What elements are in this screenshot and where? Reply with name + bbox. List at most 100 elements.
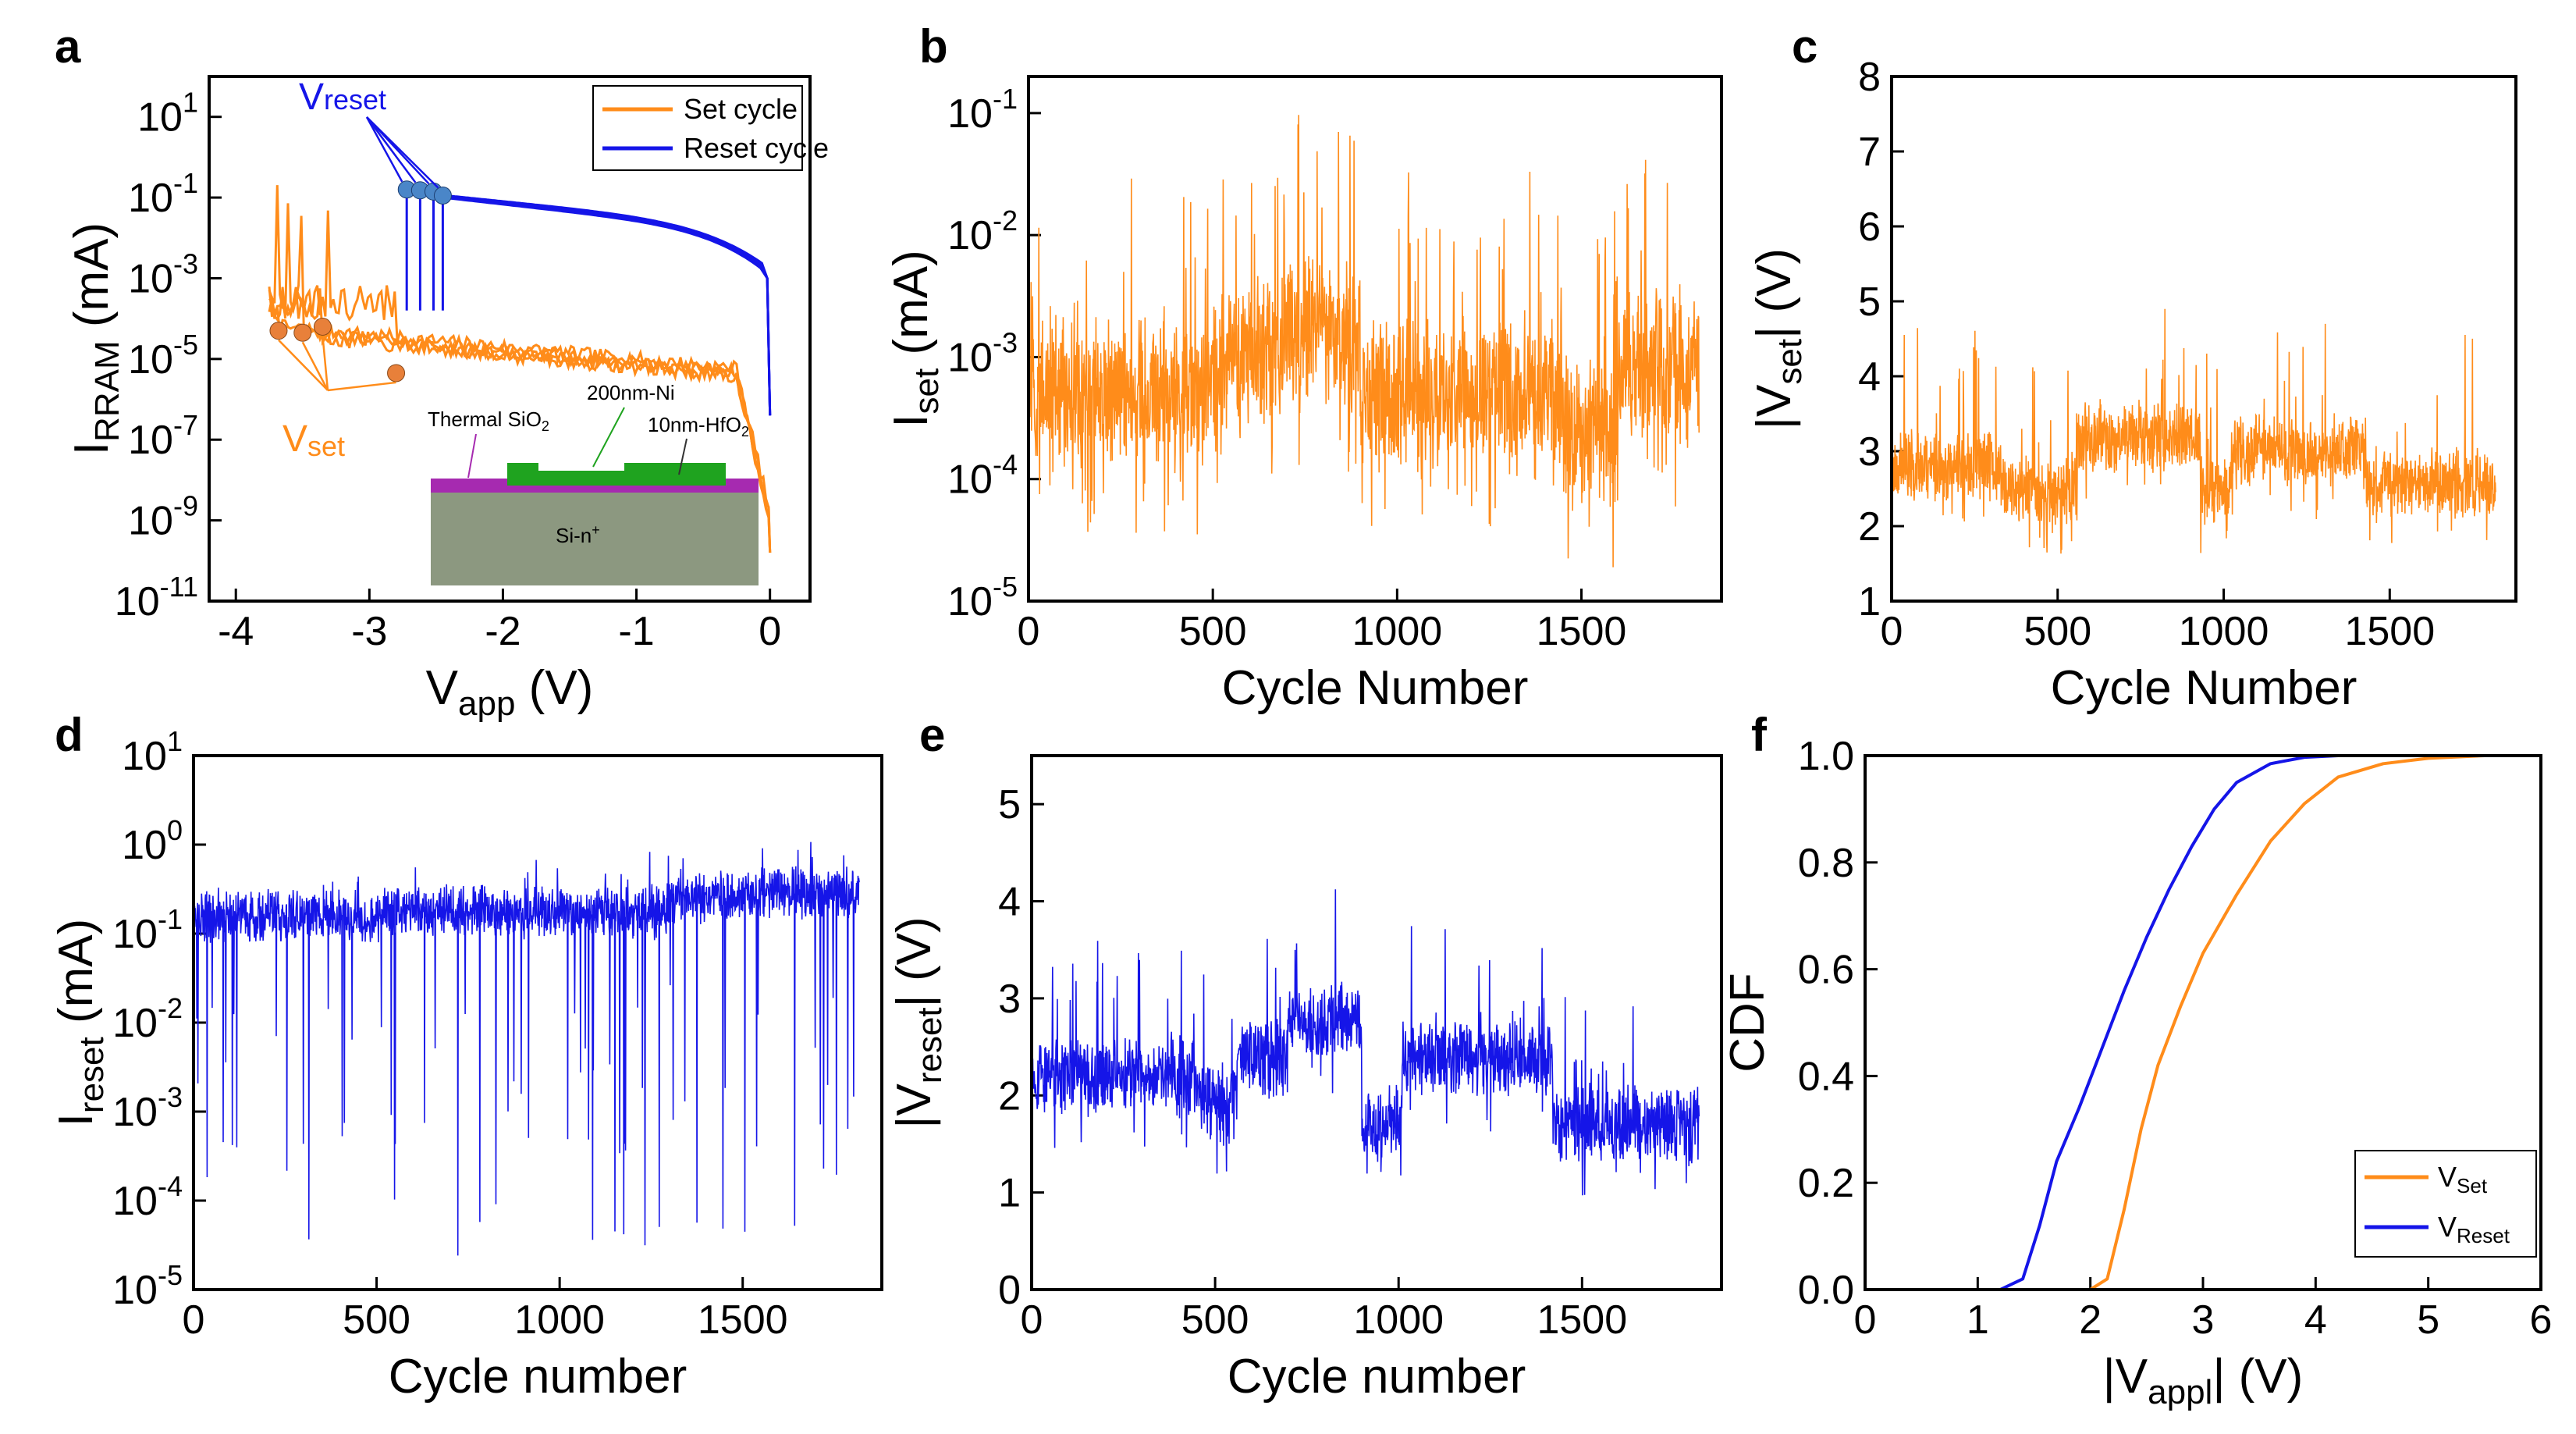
panel-b-xtick-label: 500 bbox=[1179, 609, 1247, 654]
panel-b-xtick-label: 0 bbox=[1018, 609, 1040, 654]
panel-f-label: f bbox=[1751, 709, 1768, 761]
panel-a-legend: Set cycle Reset cycle bbox=[592, 85, 829, 171]
panel-a-ytick-label: 10-9 bbox=[128, 490, 198, 544]
panel-e-ytick-label: 5 bbox=[998, 782, 1021, 827]
panel-d-yaxis-label: Ireset (mA) bbox=[49, 919, 111, 1127]
panel-d-label: d bbox=[55, 709, 83, 761]
vreset-arrow bbox=[365, 116, 417, 183]
inset-ni-pointer bbox=[592, 407, 625, 468]
panel-e-xtick-label: 0 bbox=[1021, 1297, 1043, 1343]
panel-b-ytick-label: 10-2 bbox=[947, 205, 1018, 258]
panel-a-ytick-label: 10-3 bbox=[128, 247, 198, 301]
panel-c-ytick-label: 6 bbox=[1858, 205, 1881, 250]
panel-d-xtick-label: 0 bbox=[183, 1297, 205, 1343]
panel-d-series-line bbox=[194, 842, 861, 1256]
panel-d-frame bbox=[192, 754, 883, 1291]
panel-e-ytick-label: 4 bbox=[998, 880, 1021, 925]
panel-f-xtick-label: 3 bbox=[2192, 1297, 2215, 1343]
vreset-arrow bbox=[365, 116, 403, 183]
panel-c-xtick-label: 1500 bbox=[2344, 609, 2435, 654]
vset-arrow bbox=[301, 341, 329, 391]
inset-si-substrate bbox=[431, 492, 759, 585]
legend-set-label: Set cycle bbox=[684, 93, 798, 125]
vreset-marker bbox=[433, 186, 452, 205]
panel-e-ytick-label: 2 bbox=[998, 1073, 1021, 1119]
panel-f-ytick-label: 0.0 bbox=[1798, 1268, 1854, 1313]
vset-marker bbox=[313, 317, 332, 336]
cdf-curve-set bbox=[2034, 754, 2541, 1291]
panel-d-ytick-label: 10-3 bbox=[112, 1081, 183, 1135]
panel-b-xtick-label: 1500 bbox=[1537, 609, 1627, 654]
panel-a-ytick-label: 10-1 bbox=[128, 167, 198, 221]
cdf-legend-set-label: VSet bbox=[2438, 1161, 2488, 1197]
panel-f-xaxis-label: |Vappl| (V) bbox=[2103, 1350, 2304, 1411]
panel-a-ytick-label: 10-5 bbox=[128, 329, 198, 383]
panel-a-xtick-label: -1 bbox=[618, 609, 654, 654]
cdf-curve-reset bbox=[1955, 754, 2541, 1291]
panel-e-frame bbox=[1030, 754, 1723, 1291]
panel-f-ytick-label: 0.4 bbox=[1798, 1054, 1854, 1099]
panel-f-ytick-label: 0.6 bbox=[1798, 948, 1854, 993]
panel-c-xaxis-label: Cycle Number bbox=[2051, 661, 2357, 715]
panel-a-label: a bbox=[55, 20, 81, 73]
panel-d-ytick-label: 10-2 bbox=[112, 992, 183, 1046]
inset-sio2-pointer bbox=[467, 433, 477, 479]
panel-f-xtick-label: 4 bbox=[2304, 1297, 2327, 1343]
panel-a-ytick-label: 101 bbox=[137, 87, 198, 141]
panel-f-xtick-label: 5 bbox=[2417, 1297, 2439, 1343]
panel-f-ytick-label: 0.2 bbox=[1798, 1161, 1854, 1206]
vreset-annotation: Vreset bbox=[299, 77, 386, 118]
panel-d-ytick-label: 10-4 bbox=[112, 1170, 183, 1224]
vset-annotation: Vset bbox=[282, 418, 345, 462]
panel-e: e 0 500 1000 1500 0 1 2 3 4 5 Cycle number |Vreset|… bbox=[887, 709, 1723, 1404]
inset-hfo2-label: 10nm-HfO2 bbox=[648, 413, 749, 439]
inset-sio2-label: Thermal SiO2 bbox=[428, 407, 549, 434]
device-inset: Thermal SiO2 200nm-Ni 10nm-HfO2 Si-n+ bbox=[428, 381, 759, 585]
vset-arrow bbox=[322, 336, 329, 391]
panel-b-ytick-label: 10-4 bbox=[947, 449, 1018, 503]
panel-d-ytick-label: 101 bbox=[122, 725, 183, 779]
panel-e-xtick-label: 500 bbox=[1181, 1297, 1249, 1343]
panel-c-ytick-label: 5 bbox=[1858, 279, 1881, 325]
panel-a-yaxis-label: IRRAM (mA) bbox=[65, 222, 126, 455]
vset-marker bbox=[269, 322, 288, 340]
panel-f-legend: VSet VReset bbox=[2354, 1150, 2537, 1258]
panel-b-ytick-label: 10-1 bbox=[947, 83, 1018, 137]
panel-b-yaxis-label: Iset (mA) bbox=[884, 250, 946, 427]
panel-c-ytick-label: 2 bbox=[1858, 504, 1881, 550]
panel-c-ytick-label: 7 bbox=[1858, 130, 1881, 175]
panel-c-ytick-label: 8 bbox=[1858, 55, 1881, 100]
panel-f-ytick-label: 0.8 bbox=[1798, 841, 1854, 886]
panel-b-label: b bbox=[919, 20, 948, 73]
inset-hfo2-pointer bbox=[678, 438, 688, 475]
panel-a-xtick-label: 0 bbox=[759, 609, 781, 654]
cdf-legend-reset-label: VReset bbox=[2438, 1211, 2510, 1247]
panel-b-xtick-label: 1000 bbox=[1352, 609, 1442, 654]
panel-c-ytick-label: 4 bbox=[1858, 354, 1881, 400]
panel-c-yaxis-label: |Vset| (V) bbox=[1747, 248, 1809, 429]
vset-marker bbox=[387, 364, 406, 383]
panel-a: a -4 -3 -2 -1 0 10-11 10-9 10-7 10-5 10-3 10-1 101 V… bbox=[55, 20, 829, 723]
panel-c-xtick-label: 0 bbox=[1881, 609, 1903, 654]
panel-a-xtick-label: -2 bbox=[485, 609, 521, 654]
panel-f-frame bbox=[1864, 754, 2542, 1291]
panel-e-yaxis-label: |Vreset| (V) bbox=[887, 916, 949, 1128]
panel-a-xtick-label: -3 bbox=[351, 609, 387, 654]
legend-reset-label: Reset cycle bbox=[684, 132, 829, 164]
panel-d-xtick-label: 1500 bbox=[698, 1297, 788, 1343]
panel-e-xtick-label: 1500 bbox=[1537, 1297, 1627, 1343]
panel-c-xtick-label: 1000 bbox=[2179, 609, 2269, 654]
panel-a-ytick-label: 10-7 bbox=[128, 409, 198, 463]
vreset-arrow bbox=[366, 116, 439, 189]
vset-marker bbox=[293, 323, 312, 342]
panel-c-series-line bbox=[1892, 308, 2496, 554]
panel-c-ytick-label: 3 bbox=[1858, 429, 1881, 475]
panel-a-ytick-label: 10-11 bbox=[115, 571, 198, 624]
legend-box bbox=[592, 85, 803, 171]
panel-a-xtick-label: -4 bbox=[218, 609, 254, 654]
panel-a-frame bbox=[208, 75, 812, 603]
panel-b-series-line bbox=[1029, 115, 1700, 568]
panel-e-xtick-label: 1000 bbox=[1353, 1297, 1444, 1343]
panel-a-xaxis-label: Vapp (V) bbox=[426, 661, 594, 723]
